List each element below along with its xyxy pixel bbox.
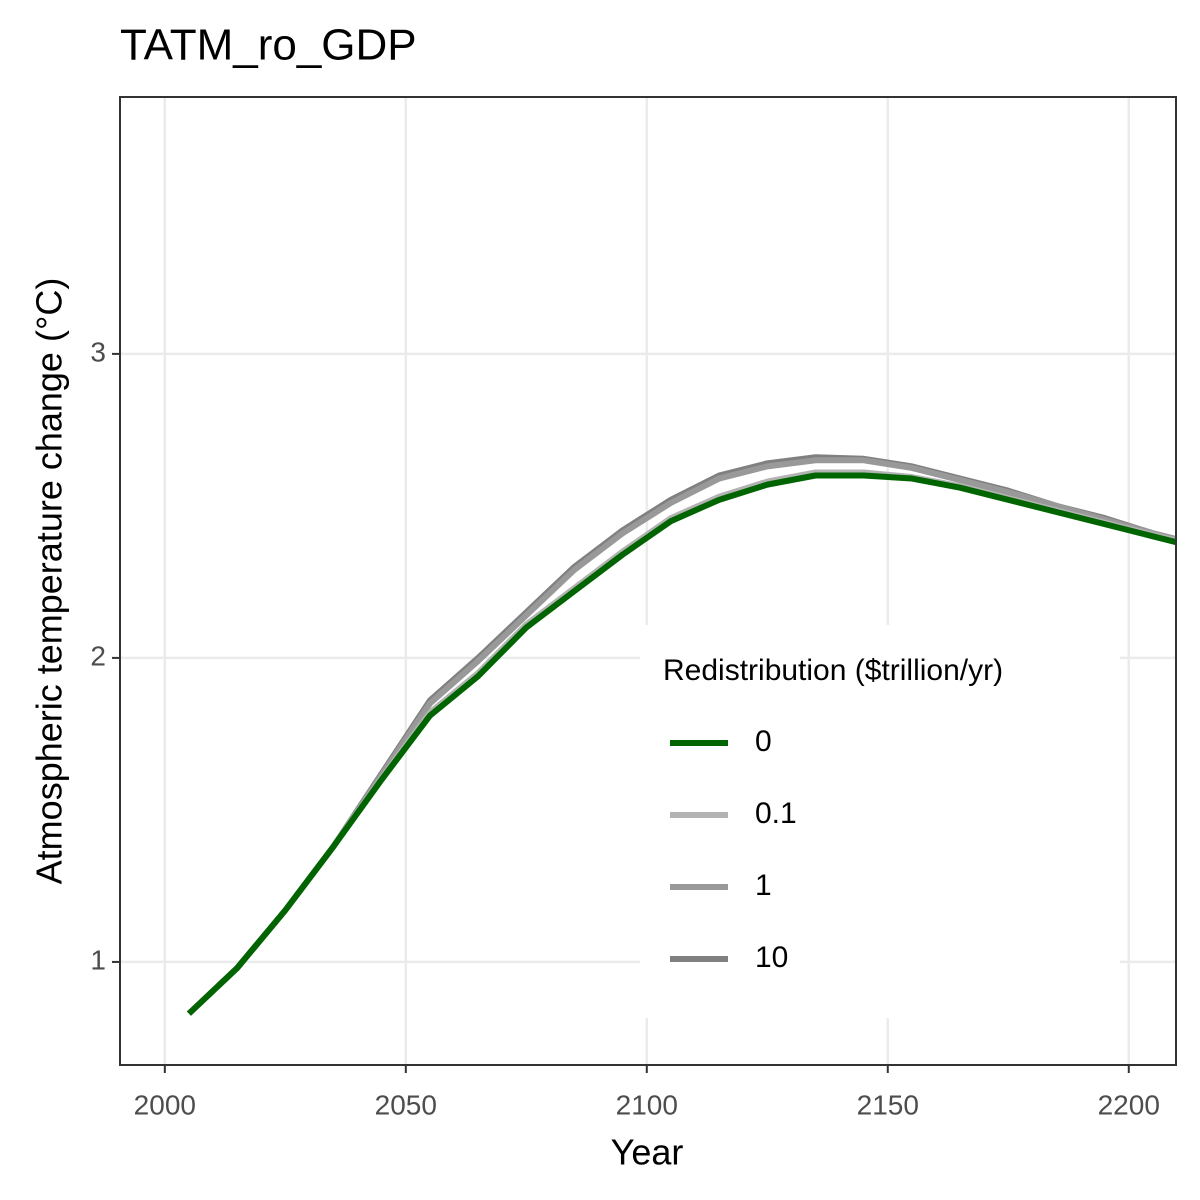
plot-border <box>119 96 1177 1066</box>
legend-label: 10 <box>755 941 788 974</box>
y-axis-title: Atmospheric temperature change (°C) <box>29 278 70 885</box>
legend-background <box>640 625 1120 1018</box>
series-line <box>186 472 1176 1016</box>
y-tick-label: 1 <box>90 944 106 975</box>
legend-label: 0.1 <box>755 797 797 830</box>
x-tick-label: 2000 <box>134 1089 196 1120</box>
x-tick-label: 2100 <box>616 1089 678 1120</box>
y-tick-label: 2 <box>90 640 106 671</box>
x-tick-label: 2050 <box>375 1089 437 1120</box>
x-tick-label: 2200 <box>1098 1089 1160 1120</box>
y-tick-label: 3 <box>90 336 106 367</box>
x-tick-label: 2150 <box>857 1089 919 1120</box>
chart-title: TATM_ro_GDP <box>120 21 417 70</box>
legend-title: Redistribution ($trillion/yr) <box>663 654 1003 687</box>
x-axis-title: Year <box>611 1132 684 1173</box>
legend-label: 0 <box>755 725 772 758</box>
legend-label: 1 <box>755 869 772 902</box>
